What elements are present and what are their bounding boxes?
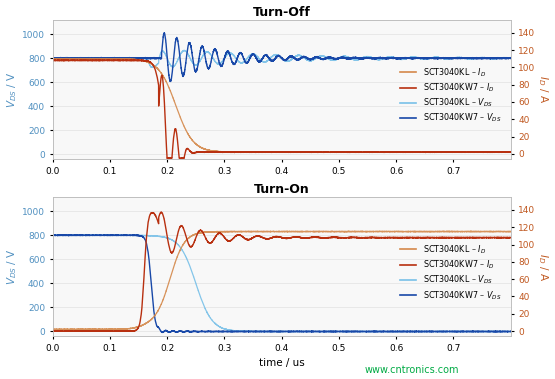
Title: Turn-Off: Turn-Off xyxy=(253,6,311,19)
Title: Turn-On: Turn-On xyxy=(254,183,310,196)
Y-axis label: $V_{DS}$ / V: $V_{DS}$ / V xyxy=(6,71,19,108)
Y-axis label: $V_{DS}$ / V: $V_{DS}$ / V xyxy=(6,248,19,285)
Legend: SCT3040KL – $I_D$, SCT3040KW7 – $I_D$, SCT3040KL – $V_{DS}$, SCT3040KW7 – $V_{DS: SCT3040KL – $I_D$, SCT3040KW7 – $I_D$, S… xyxy=(397,240,504,305)
Legend: SCT3040KL – $I_D$, SCT3040KW7 – $I_D$, SCT3040KL – $V_{DS}$, SCT3040KW7 – $V_{DS: SCT3040KL – $I_D$, SCT3040KW7 – $I_D$, S… xyxy=(397,63,504,128)
Y-axis label: $I_D$ / A: $I_D$ / A xyxy=(536,75,549,103)
Y-axis label: $I_D$ / A: $I_D$ / A xyxy=(536,252,549,280)
Text: www.cntronics.com: www.cntronics.com xyxy=(364,365,458,375)
X-axis label: time / us: time / us xyxy=(259,359,305,368)
